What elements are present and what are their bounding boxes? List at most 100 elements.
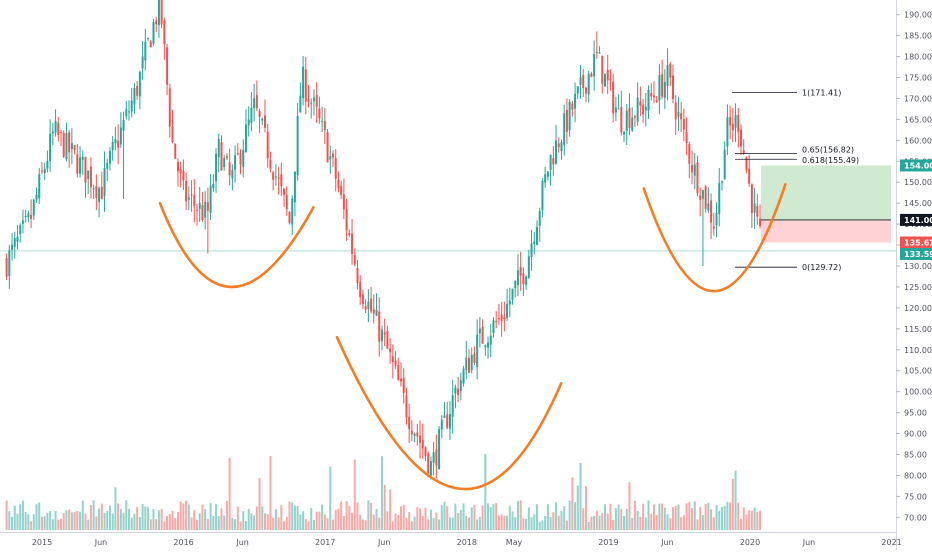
- candle-body: [579, 77, 582, 85]
- candle-body: [617, 108, 620, 110]
- candle-body: [737, 114, 740, 132]
- y-tick-label: 80.00: [904, 471, 927, 480]
- volume-bar: [174, 517, 177, 530]
- volume-bar: [440, 505, 443, 530]
- volume-bar: [293, 505, 296, 530]
- candle-body: [470, 354, 473, 371]
- volume-bar: [508, 505, 511, 530]
- candle-body: [440, 419, 443, 430]
- candle-body: [81, 156, 84, 160]
- candle-body: [612, 81, 615, 114]
- candle-body: [106, 162, 109, 169]
- candle-body: [119, 127, 122, 145]
- candle-body: [519, 267, 522, 276]
- candle-body: [462, 368, 465, 384]
- candle-body: [103, 168, 106, 196]
- candle-body: [128, 111, 130, 113]
- candle-body: [228, 162, 231, 176]
- price-tag-label: 133.59: [904, 250, 932, 259]
- volume-bar: [291, 502, 294, 530]
- volume-bar: [304, 519, 307, 530]
- candle-body: [549, 154, 552, 170]
- volume-bar: [70, 512, 73, 530]
- candle-body: [525, 276, 528, 285]
- volume-bar: [62, 513, 65, 530]
- volume-bar: [525, 518, 528, 530]
- candle-body: [658, 75, 661, 101]
- volume-bar: [666, 514, 669, 530]
- candle-body: [666, 64, 669, 86]
- candle-body: [606, 69, 609, 81]
- candle-body: [359, 282, 362, 298]
- candle-body: [266, 131, 269, 159]
- volume-bar: [457, 512, 460, 530]
- volume-bar: [723, 505, 726, 530]
- volume-bar: [220, 508, 223, 530]
- volume-bar: [516, 500, 519, 530]
- candle-body: [756, 206, 759, 217]
- volume-bar: [296, 506, 299, 530]
- candle-body: [340, 185, 343, 195]
- y-tick-label: 70.00: [904, 513, 927, 522]
- volume-bar: [650, 513, 653, 530]
- volume-bar: [400, 506, 402, 530]
- profit-zone: [761, 165, 891, 220]
- y-tick-label: 145.00: [904, 199, 932, 208]
- candle-body: [563, 113, 566, 146]
- volume-bar: [217, 516, 220, 530]
- volume-bar: [24, 511, 27, 530]
- candle-body: [546, 171, 549, 177]
- volume-bar: [364, 520, 367, 530]
- volume-bar: [356, 502, 359, 530]
- candle-body: [699, 195, 702, 200]
- volume-bar: [710, 509, 713, 530]
- candle-body: [291, 198, 294, 225]
- candle-body: [536, 226, 538, 245]
- volume-bar: [677, 504, 680, 530]
- candle-body: [122, 119, 125, 131]
- volume-bar: [359, 514, 362, 530]
- volume-bar: [98, 508, 101, 530]
- volume-bar: [103, 512, 106, 530]
- candle-body: [261, 118, 264, 121]
- candle-body: [492, 320, 495, 333]
- volume-bar: [718, 510, 721, 530]
- volume-bar: [250, 513, 253, 530]
- fib-label: 0.65(156.82): [802, 146, 854, 155]
- volume-bar: [236, 506, 239, 530]
- candle-body: [386, 330, 389, 349]
- volume-bar: [73, 512, 76, 530]
- candle-body: [326, 132, 329, 163]
- y-tick-label: 175.00: [904, 73, 932, 82]
- candle-body: [217, 139, 220, 158]
- candle-body: [296, 115, 299, 176]
- cup-arc-middle-cup: [335, 335, 563, 491]
- y-tick-label: 85.00: [904, 451, 927, 460]
- volume-bar: [340, 501, 343, 530]
- y-tick-label: 90.00: [904, 430, 927, 439]
- candle-body: [92, 188, 95, 190]
- volume-bar: [661, 503, 664, 530]
- price-tag-label: 154.00: [904, 161, 932, 170]
- volume-bar: [13, 505, 16, 530]
- volume-bar: [370, 502, 373, 530]
- volume-bar: [478, 516, 481, 530]
- volume-bar: [108, 505, 111, 530]
- volume-bar: [642, 503, 645, 530]
- volume-bar: [38, 502, 41, 530]
- volume-bar: [326, 518, 329, 530]
- volume-bar: [111, 513, 114, 530]
- candle-body: [639, 101, 642, 106]
- candle-body: [198, 202, 201, 209]
- volume-bar: [274, 509, 277, 530]
- volume-bar: [549, 516, 552, 530]
- volume-bar: [699, 507, 702, 530]
- candle-body: [133, 87, 136, 105]
- candle-body: [476, 334, 479, 367]
- volume-bar: [628, 482, 631, 530]
- volume-bar: [152, 508, 155, 530]
- candle-body: [95, 186, 98, 198]
- x-tick-label: Jun: [802, 538, 816, 547]
